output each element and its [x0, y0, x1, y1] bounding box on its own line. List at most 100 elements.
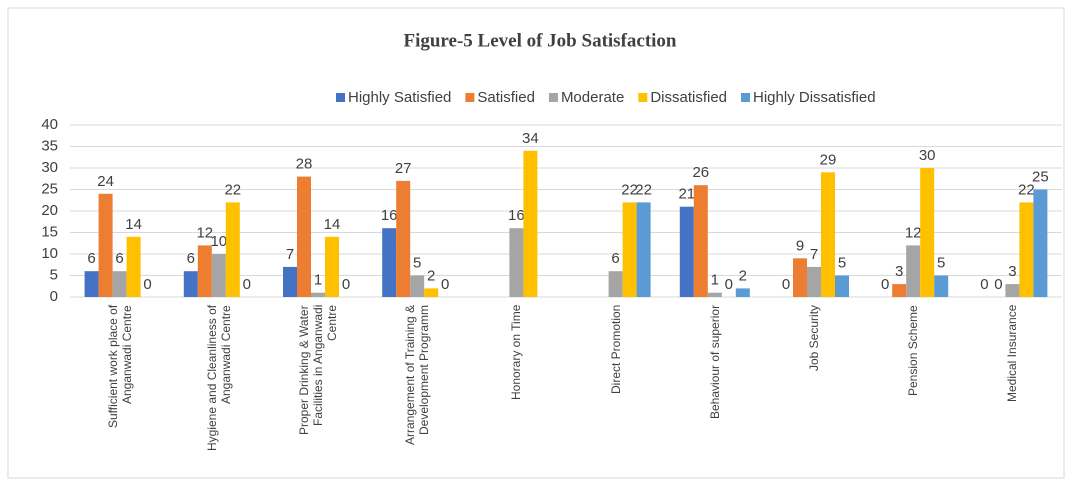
legend-swatch [336, 93, 345, 102]
bar [197, 245, 212, 297]
bar [693, 185, 708, 297]
bar [906, 245, 921, 297]
data-label: 2 [427, 267, 435, 284]
legend-label: Moderate [561, 89, 624, 106]
data-label: 22 [224, 181, 241, 198]
x-tick-label: Sufficient work place of Anganwadi Centr… [105, 305, 134, 429]
bar [509, 228, 524, 297]
bar [424, 288, 439, 297]
data-label: 7 [286, 246, 294, 263]
data-label: 0 [980, 276, 988, 293]
data-label: 14 [324, 216, 341, 233]
data-label: 22 [621, 181, 638, 198]
y-tick-label: 0 [50, 288, 58, 305]
bar [735, 288, 750, 297]
bar [297, 176, 311, 297]
data-label: 0 [441, 276, 449, 293]
chart-title: Figure-5 Level of Job Satisfaction [403, 30, 676, 51]
data-label: 21 [678, 186, 695, 203]
data-label: 6 [611, 250, 619, 267]
data-label: 12 [905, 224, 922, 241]
y-tick-label: 10 [41, 245, 58, 262]
bar [523, 150, 538, 297]
data-label: 5 [838, 254, 846, 271]
bar [84, 271, 99, 297]
bar [98, 193, 113, 297]
bar [396, 180, 411, 297]
bar [920, 168, 935, 297]
data-label: 16 [508, 207, 525, 224]
bar [410, 275, 425, 297]
data-label: 0 [243, 276, 251, 293]
data-label: 0 [143, 276, 151, 293]
data-label: 7 [810, 246, 818, 263]
x-tick-label: Direct Promotion [608, 305, 623, 395]
bar [892, 284, 907, 297]
bar [835, 275, 849, 297]
bar [183, 271, 198, 297]
data-label: 3 [1008, 263, 1016, 280]
legend-label: Satisfied [477, 89, 535, 106]
y-tick-label: 30 [41, 159, 58, 176]
legend-swatch [465, 93, 475, 102]
bar [382, 228, 397, 297]
bar [325, 236, 339, 297]
data-label: 22 [1018, 181, 1035, 198]
bar [793, 258, 807, 297]
data-label: 0 [994, 276, 1002, 293]
data-label: 1 [711, 272, 719, 289]
data-label: 34 [522, 130, 539, 147]
y-tick-label: 20 [41, 202, 58, 219]
data-label: 6 [115, 250, 123, 267]
legend-label: Highly Satisfied [348, 89, 451, 106]
x-tick-label: Arrangement of Training & Development Pr… [403, 305, 432, 446]
bar [807, 266, 821, 297]
data-label: 22 [635, 181, 652, 198]
x-tick-label: Honorary on Time [509, 305, 524, 401]
data-label: 6 [187, 250, 195, 267]
data-label: 29 [820, 151, 837, 168]
bar [1019, 202, 1034, 297]
bar [283, 266, 297, 297]
data-label: 12 [196, 224, 213, 241]
y-tick-label: 15 [41, 223, 58, 240]
data-label: 3 [895, 263, 903, 280]
x-tick-label: Proper Drinking & Water Facilities in An… [297, 305, 339, 435]
legend-label: Dissatisfied [650, 89, 727, 106]
bar [126, 236, 141, 297]
bar [1005, 284, 1020, 297]
data-label: 6 [87, 250, 95, 267]
bar [679, 206, 694, 297]
bar [622, 202, 637, 297]
x-tick-label: Medical Insurance [1005, 305, 1020, 403]
bar [707, 292, 722, 297]
bar [1033, 189, 1048, 297]
bar [311, 292, 325, 297]
bar [636, 202, 651, 297]
y-tick-label: 25 [41, 180, 58, 197]
bar [821, 172, 835, 297]
legend-swatch [741, 93, 751, 102]
legend-swatch [638, 93, 648, 102]
data-label: 24 [97, 173, 114, 190]
data-label: 5 [413, 254, 421, 271]
bar [934, 275, 949, 297]
data-label: 2 [739, 267, 747, 284]
bar [225, 202, 240, 297]
data-label: 0 [725, 276, 733, 293]
chart-border [7, 7, 1065, 479]
x-tick-label: Behaviour of superior [707, 305, 722, 420]
data-label: 26 [692, 164, 709, 181]
data-label: 10 [210, 233, 227, 250]
y-tick-label: 40 [41, 116, 58, 133]
data-label: 0 [782, 276, 790, 293]
legend-label: Highly Dissatisfied [753, 89, 876, 106]
data-label: 30 [919, 147, 936, 164]
data-label: 14 [125, 216, 142, 233]
data-label: 9 [796, 237, 804, 254]
x-tick-label: Pension Scheme [906, 305, 921, 396]
y-tick-label: 35 [41, 137, 58, 154]
bar [112, 271, 127, 297]
